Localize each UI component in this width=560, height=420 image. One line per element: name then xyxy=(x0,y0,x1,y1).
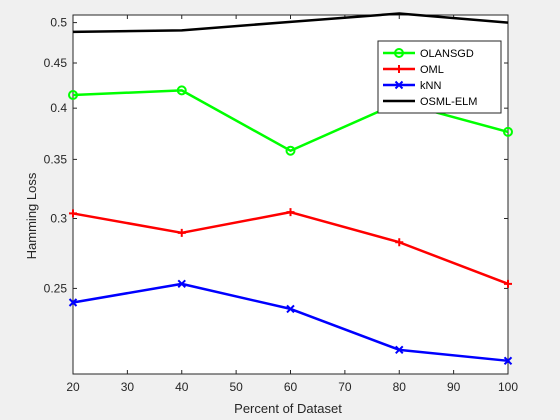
data-point-oml xyxy=(69,209,77,218)
data-point-olansgd xyxy=(176,85,187,96)
x-tick-label: 90 xyxy=(447,380,461,394)
legend-label-osml-elm: OSML-ELM xyxy=(420,96,477,108)
plot-area: 20 30 40 50 60 70 80 90 100 0.25 0.3 0.35 0.4 0.45 0.5… xyxy=(44,12,518,394)
data-point-olansgd xyxy=(285,145,296,156)
series-osml-elm xyxy=(72,12,509,34)
y-tick-label: 0.5 xyxy=(50,16,67,30)
x-tick-label: 30 xyxy=(121,380,135,394)
y-tick-label: 0.25 xyxy=(44,281,68,295)
y-tick-label: 0.45 xyxy=(44,56,68,70)
legend: OLANSGD OML kNN OSML-ELM xyxy=(377,40,502,114)
y-axis-label: Hamming Loss xyxy=(24,172,39,259)
legend-marker-knn xyxy=(394,80,404,90)
data-point-knn xyxy=(395,345,404,355)
data-point-knn xyxy=(286,304,295,314)
x-tick-label: 40 xyxy=(175,380,189,394)
data-point-oml xyxy=(395,238,404,247)
data-point-knn xyxy=(503,356,513,366)
y-tick-label: 0.35 xyxy=(44,152,68,166)
y-tick-label: 0.3 xyxy=(50,212,67,226)
data-point-knn xyxy=(68,298,78,307)
x-tick-label: 50 xyxy=(229,380,243,394)
x-tick-label: 70 xyxy=(338,380,352,394)
legend-marker-olansgd xyxy=(394,48,404,58)
series-knn xyxy=(68,279,513,366)
y-tick-label: 0.4 xyxy=(50,101,67,115)
series-oml xyxy=(69,208,512,288)
legend-marker-oml xyxy=(395,65,403,73)
data-point-oml xyxy=(286,208,295,217)
data-point-olansgd xyxy=(68,89,78,100)
data-point-oml xyxy=(177,228,186,237)
x-tick-label: 100 xyxy=(498,380,518,394)
x-tick-label: 80 xyxy=(393,380,407,394)
series-line-osml-elm xyxy=(72,12,509,34)
x-tick-label: 60 xyxy=(284,380,298,394)
legend-label-oml: OML xyxy=(420,64,444,76)
data-point-olansgd xyxy=(503,126,513,137)
legend-label-olansgd: OLANSGD xyxy=(420,48,474,60)
x-axis-label: Percent of Dataset xyxy=(234,401,342,416)
legend-label-knn: kNN xyxy=(420,80,441,92)
x-tick-label: 20 xyxy=(66,380,80,394)
data-point-knn xyxy=(177,279,186,289)
data-point-oml xyxy=(504,279,512,288)
